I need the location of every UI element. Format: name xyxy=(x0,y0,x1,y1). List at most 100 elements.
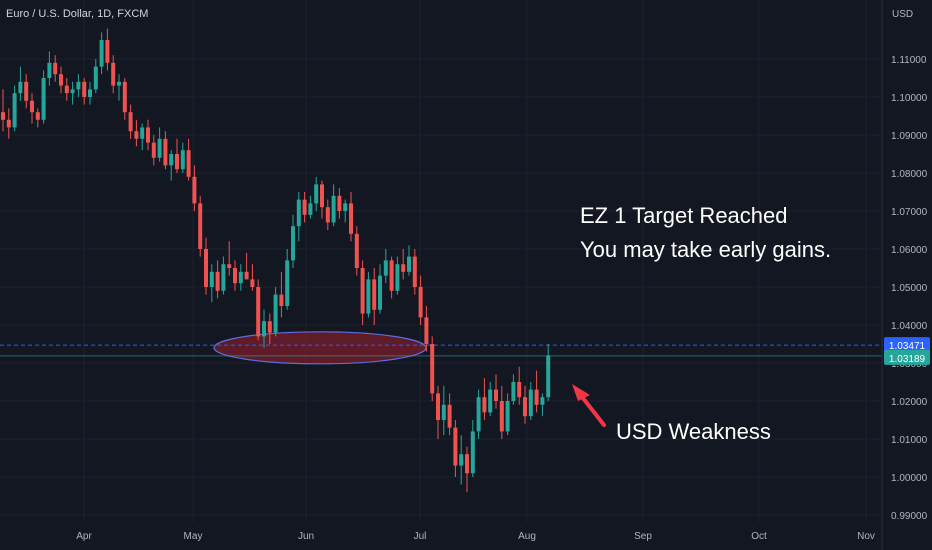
candle xyxy=(302,192,307,223)
candle xyxy=(256,279,261,341)
price-tick-label: 1.02000 xyxy=(891,397,928,408)
candle xyxy=(59,66,63,94)
candle xyxy=(30,93,34,124)
candle xyxy=(430,336,435,401)
candle xyxy=(12,85,17,132)
candle xyxy=(470,420,475,477)
candle xyxy=(279,271,284,318)
candle xyxy=(534,370,539,413)
candle xyxy=(476,389,481,439)
arrow-icon xyxy=(572,384,606,427)
candle xyxy=(6,108,11,139)
candle xyxy=(482,378,487,420)
target-annotation-line2: You may take early gains. xyxy=(580,237,831,262)
candle xyxy=(314,176,319,211)
candle xyxy=(366,271,371,318)
last-price-label: 1.03189 xyxy=(884,349,930,365)
time-tick-label: Jul xyxy=(414,531,427,542)
candle xyxy=(378,264,382,314)
candle xyxy=(192,165,197,211)
candle xyxy=(180,142,185,173)
candle xyxy=(215,260,220,299)
price-tick-label: 1.01000 xyxy=(891,435,928,446)
candle xyxy=(99,32,104,75)
candle xyxy=(325,199,330,230)
candle xyxy=(546,344,551,401)
candle xyxy=(105,28,110,71)
candle xyxy=(157,127,162,162)
candle xyxy=(354,226,359,276)
price-tick-label: 1.05000 xyxy=(891,283,928,294)
candle xyxy=(528,382,533,420)
price-tick-label: 0.99000 xyxy=(891,511,928,522)
candle xyxy=(76,74,81,97)
time-tick-label: Sep xyxy=(634,531,652,542)
svg-text:1.03189: 1.03189 xyxy=(889,354,926,365)
candle xyxy=(505,393,510,436)
candle xyxy=(134,119,139,147)
candle xyxy=(47,51,52,86)
price-axis-currency: USD xyxy=(892,9,913,20)
time-tick-label: May xyxy=(184,531,203,542)
candle xyxy=(523,385,527,424)
candle xyxy=(128,104,133,139)
candle xyxy=(441,385,446,436)
candle xyxy=(24,74,29,109)
price-tick-label: 1.00000 xyxy=(891,473,928,484)
candle xyxy=(163,131,168,170)
price-tick-label: 1.11000 xyxy=(891,55,927,66)
support-zone xyxy=(213,331,427,365)
candle xyxy=(395,256,400,295)
candle xyxy=(488,382,493,417)
candle xyxy=(82,78,87,105)
candle xyxy=(337,188,342,219)
candle xyxy=(407,245,411,276)
candle xyxy=(117,74,121,101)
candle xyxy=(296,192,301,242)
candle xyxy=(401,249,406,280)
candle xyxy=(447,393,452,436)
candle xyxy=(436,385,440,439)
candle xyxy=(459,435,464,485)
candle xyxy=(198,195,203,257)
candles xyxy=(1,28,551,493)
candle xyxy=(511,374,516,405)
candle xyxy=(540,393,545,417)
candle xyxy=(233,260,237,291)
price-axis[interactable]: USD 1.11000 1.10000 1.09000 1.08000 1.07000 1.… xyxy=(881,0,930,550)
candle xyxy=(372,268,377,325)
annotations: EZ 1 Target Reached You may take early ga… xyxy=(572,203,831,444)
candle xyxy=(285,249,290,310)
time-axis[interactable]: Apr May Jun Jul Aug Sep Oct Nov xyxy=(76,531,875,542)
candle xyxy=(273,287,278,337)
candle xyxy=(250,264,255,291)
level-lines xyxy=(0,344,882,357)
candle xyxy=(412,249,417,295)
candle xyxy=(221,256,226,295)
target-annotation-line1: EZ 1 Target Reached xyxy=(580,203,788,228)
candle xyxy=(494,374,498,409)
candle xyxy=(169,150,174,181)
candle xyxy=(146,119,150,151)
svg-text:1.03471: 1.03471 xyxy=(889,341,926,352)
time-tick-label: Aug xyxy=(518,531,536,542)
candle xyxy=(186,138,191,181)
candle xyxy=(349,192,353,242)
candle xyxy=(35,108,40,128)
candle xyxy=(151,135,156,166)
candle xyxy=(331,184,336,227)
price-tick-label: 1.04000 xyxy=(891,321,928,332)
candle xyxy=(238,264,243,291)
candle xyxy=(111,55,116,94)
candle xyxy=(424,306,429,352)
candle xyxy=(244,252,249,280)
price-tick-label: 1.10000 xyxy=(891,93,928,104)
candle xyxy=(53,55,58,82)
symbol-title[interactable]: Euro / U.S. Dollar, 1D, FXCM xyxy=(6,8,149,20)
time-tick-label: Apr xyxy=(76,531,92,542)
candle xyxy=(360,260,365,325)
candle xyxy=(320,180,324,219)
candle xyxy=(88,81,92,105)
candle xyxy=(41,70,46,124)
